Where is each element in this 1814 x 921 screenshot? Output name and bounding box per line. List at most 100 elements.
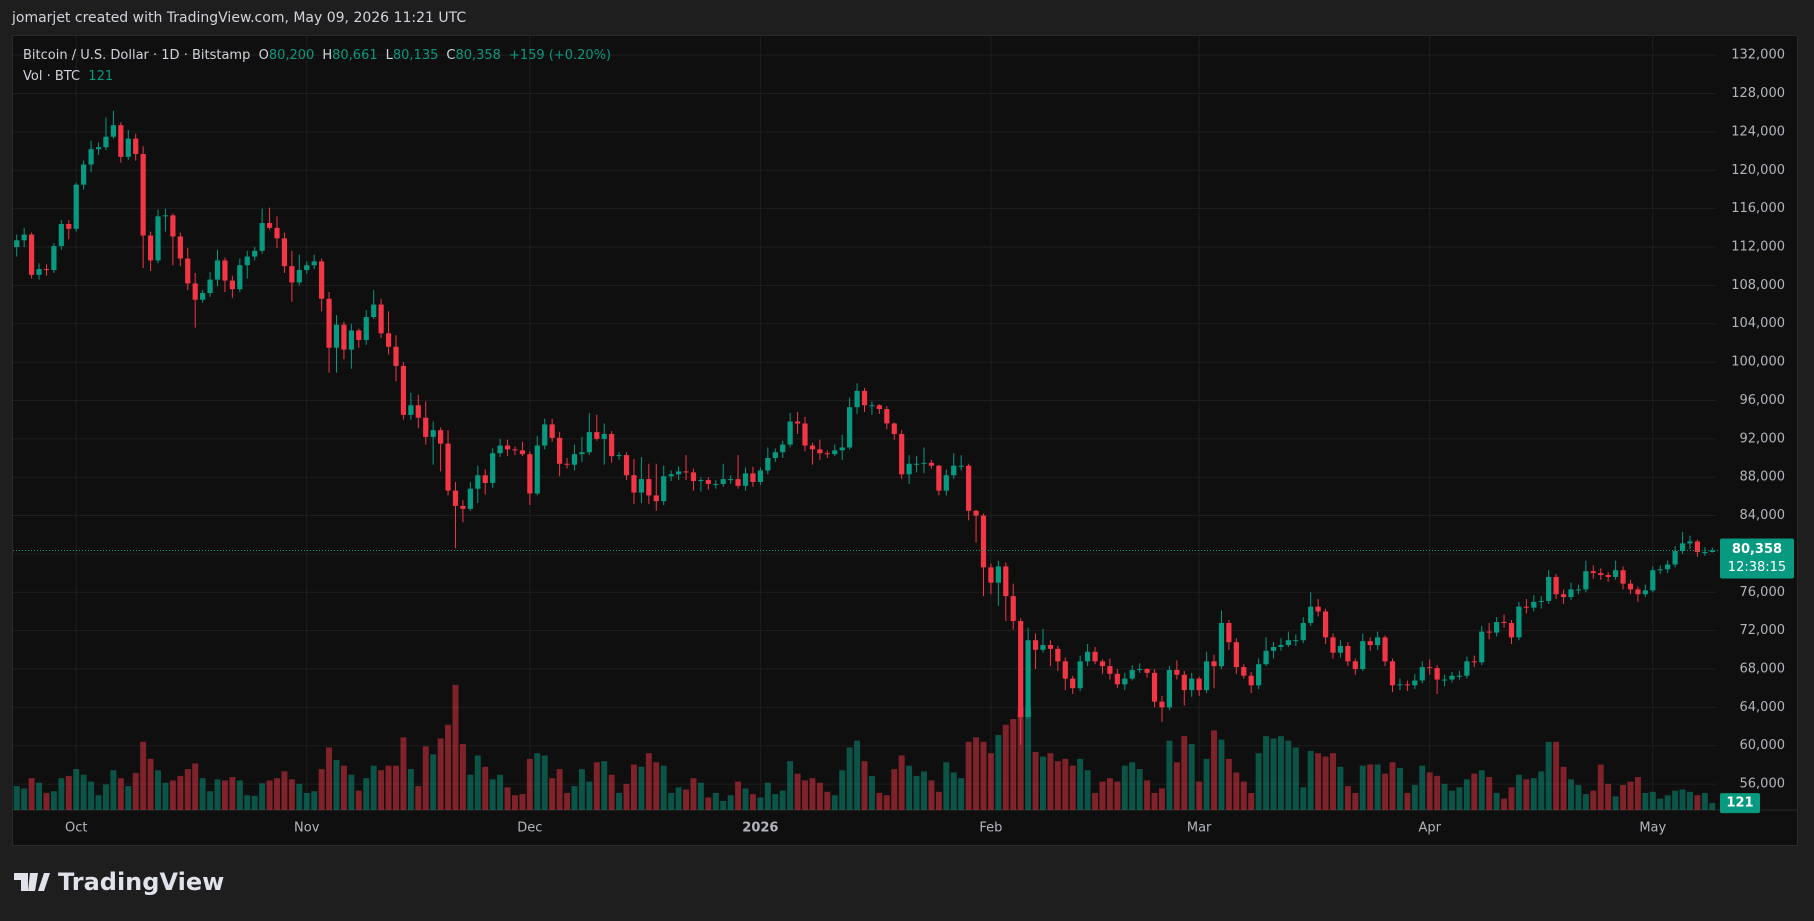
volume-bar [1478, 770, 1485, 810]
candle-body [951, 465, 957, 476]
candle-body [661, 476, 667, 502]
candle-body [1434, 668, 1440, 680]
candle-body [1345, 645, 1351, 662]
ohlc-key: C [446, 48, 456, 63]
candle-body [839, 447, 845, 451]
volume-bar [318, 769, 325, 810]
volume-bar [125, 786, 132, 810]
logo-text: TradingView [58, 868, 225, 896]
candle-body [556, 437, 563, 464]
candle-body [1508, 622, 1515, 638]
candle-body [1590, 571, 1596, 574]
volume-bar [727, 795, 734, 810]
candle-body [720, 479, 726, 484]
candle-body [185, 258, 191, 284]
volume-bar [1597, 764, 1604, 810]
volume-bar [794, 773, 801, 810]
volume-bar [1218, 739, 1225, 810]
candle-body [980, 515, 987, 568]
volume-bar [65, 775, 72, 810]
candle-body [728, 479, 734, 481]
candle-body [1419, 667, 1425, 681]
volume-bar [578, 769, 585, 810]
candle-body [1352, 661, 1358, 670]
candle-body [1613, 570, 1619, 577]
candle-body [1174, 669, 1180, 675]
candle-body [1538, 600, 1544, 602]
volume-bar [1523, 779, 1530, 810]
candle-body [378, 304, 384, 334]
x-tick-label: Dec [517, 821, 542, 836]
candle-body [1322, 611, 1329, 638]
candle-body [252, 250, 258, 257]
candle-body [1151, 672, 1158, 702]
volume-bar [437, 738, 444, 810]
candle-body [363, 317, 369, 341]
volume-bar [1553, 741, 1560, 810]
volume-bar [1627, 781, 1634, 810]
candle-body [1516, 606, 1522, 638]
volume-bar [653, 762, 660, 810]
volume-bar [155, 770, 161, 810]
candle-body [1605, 575, 1611, 577]
candle-body [482, 475, 488, 483]
candle-body [512, 449, 518, 451]
candle-body [1159, 701, 1165, 708]
symbol: Bitcoin / U.S. Dollar · 1D · Bitstamp [23, 48, 251, 63]
volume-bar [1426, 772, 1433, 810]
volume-bar [1664, 795, 1671, 810]
y-tick-label: 84,000 [1740, 508, 1786, 523]
volume-bar [861, 761, 868, 810]
candle-body [393, 346, 399, 366]
volume-bar [1047, 753, 1054, 810]
candle-body [1107, 666, 1113, 674]
candle-body [1040, 645, 1046, 650]
candle-body [1531, 601, 1537, 608]
candle-body [385, 333, 392, 347]
volume-bar [1493, 792, 1500, 810]
volume-bar [876, 792, 883, 810]
candle-body [1129, 669, 1135, 679]
volume-bar [1040, 756, 1046, 810]
volume-bar [430, 754, 437, 810]
volume-bar [1337, 766, 1344, 810]
candle-body [742, 473, 749, 486]
volume-bar [1679, 789, 1686, 810]
volume-bar [1441, 783, 1448, 810]
candle-body [43, 269, 50, 271]
volume-bar [296, 783, 303, 810]
volume-bar [1605, 783, 1612, 810]
volume-bar [1121, 765, 1128, 810]
candle-body [274, 227, 280, 239]
volume-bar [370, 765, 377, 810]
candle-body [1293, 640, 1299, 642]
candle-body [36, 269, 42, 275]
volume-bar [1158, 788, 1165, 810]
candle-body [675, 471, 682, 475]
volume-bar [1352, 792, 1359, 810]
volume-bar [593, 762, 600, 810]
candle-body [683, 471, 689, 473]
volume-bar [1501, 798, 1508, 810]
candle-body [28, 234, 35, 275]
candle-body [995, 566, 1001, 583]
volume-bar [1560, 766, 1567, 810]
volume-bar [883, 795, 890, 810]
volume-bar [868, 775, 875, 810]
candle-body [1203, 661, 1210, 691]
volume-bar [779, 790, 786, 810]
volume-bar [623, 783, 630, 810]
candle-body [21, 234, 27, 241]
volume-bar [1508, 787, 1515, 810]
candle-body [817, 449, 823, 454]
volume-bar [735, 781, 742, 810]
candle-body [415, 405, 421, 418]
volume-bar [266, 780, 273, 810]
volume-bar [452, 685, 459, 810]
volume-bar [1248, 792, 1255, 810]
volume-bar [749, 794, 756, 810]
volume-bar [274, 778, 280, 810]
candle-body [162, 215, 169, 217]
candle-body [653, 495, 659, 502]
volume-bar [1263, 736, 1270, 810]
